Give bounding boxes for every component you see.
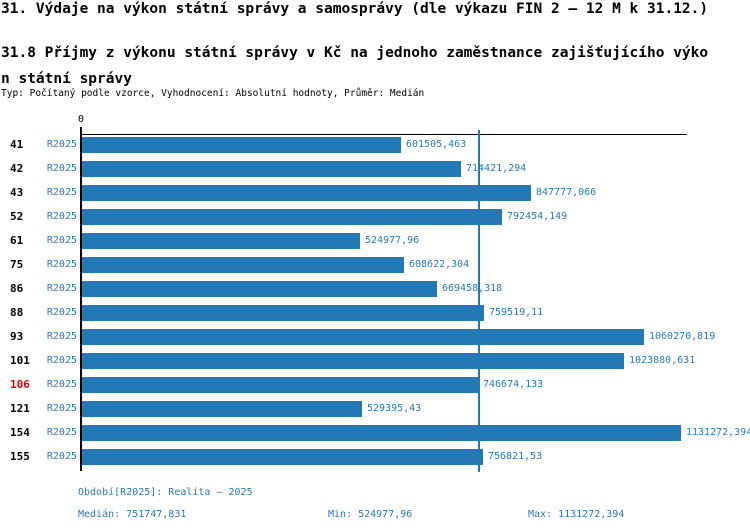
indicator-subtitle-line1: 31.8 Příjmy z výkonu státní správy v Kč … [1,45,709,61]
chart-row: 86 R2025 669458,318 [0,281,750,297]
value-label: 1023880,631 [629,355,696,366]
value-bar [82,329,644,345]
min-stat: Min: 524977,96 [328,509,413,520]
value-label: 529395,43 [367,403,422,414]
row-category-label: 154 [10,426,30,439]
row-series-label: R2025 [46,403,77,414]
value-bar [82,425,681,441]
row-category-label: 88 [10,306,24,319]
chart-row: 42 R2025 714421,294 [0,161,750,177]
value-bar [82,233,360,249]
row-category-label: 52 [10,210,24,223]
row-category-label: 101 [10,354,30,367]
value-label: 608622,304 [409,259,470,270]
median-stat: Medián: 751747,831 [78,509,187,520]
value-label: 847777,066 [536,187,597,198]
x-axis-zero-label: 0 [77,114,85,125]
median-line [478,130,480,472]
value-label: 746674,133 [483,379,544,390]
chart-row: 106 R2025 746674,133 [0,377,750,393]
chart-row: 52 R2025 792454,149 [0,209,750,225]
chart-row: 154 R2025 1131272,394 [0,425,750,441]
row-category-label: 93 [10,330,24,343]
row-series-label: R2025 [46,235,77,246]
chart-row: 121 R2025 529395,43 [0,401,750,417]
row-series-label: R2025 [46,259,77,270]
row-series-label: R2025 [46,451,77,462]
value-bar [82,185,531,201]
value-bar [82,449,483,465]
chart-row: 61 R2025 524977,96 [0,233,750,249]
chart-row: 93 R2025 1060270,819 [0,329,750,345]
row-series-label: R2025 [46,379,77,390]
chart-row: 41 R2025 601505,463 [0,137,750,153]
value-bar [82,161,461,177]
page-title: 31. Výdaje na výkon státní správy a samo… [1,1,709,17]
chart-row: 75 R2025 608622,304 [0,257,750,273]
chart-row: 155 R2025 756821,53 [0,449,750,465]
value-label: 524977,96 [365,235,420,246]
row-series-label: R2025 [46,427,77,438]
y-axis-line [80,127,82,471]
value-label: 601505,463 [406,139,467,150]
value-bar [82,281,437,297]
value-label: 1060270,819 [649,331,716,342]
value-label: 756821,53 [488,451,543,462]
row-category-label: 43 [10,186,24,199]
row-category-label: 75 [10,258,24,271]
row-series-label: R2025 [46,355,77,366]
row-series-label: R2025 [46,211,77,222]
row-category-label: 41 [10,138,24,151]
chart-row: 88 R2025 759519,11 [0,305,750,321]
value-bar [82,353,624,369]
row-series-label: R2025 [46,187,77,198]
row-category-label: 42 [10,162,24,175]
indicator-subtitle: 31.8 Příjmy z výkonu státní správy v Kč … [1,40,708,92]
value-bar [82,209,502,225]
row-series-label: R2025 [46,163,77,174]
row-category-label: 121 [10,402,30,415]
row-category-label: 86 [10,282,24,295]
row-category-label: 61 [10,234,24,247]
row-category-label: 155 [10,450,30,463]
indicator-meta: Typ: Počítaný podle vzorce, Vyhodnocení:… [1,88,425,99]
value-label: 792454,149 [507,211,568,222]
value-label: 1131272,394 [686,427,750,438]
value-label: 714421,294 [466,163,527,174]
row-series-label: R2025 [46,307,77,318]
row-series-label: R2025 [46,139,77,150]
value-bar [82,401,362,417]
indicator-subtitle-line2: n státní správy [1,71,132,87]
max-stat: Max: 1131272,394 [528,509,625,520]
period-label: Období[R2025]: Realita – 2025 [78,487,253,498]
value-bar [82,137,401,153]
row-series-label: R2025 [46,283,77,294]
row-category-label: 106 [10,378,30,391]
value-bar [82,257,404,273]
x-axis-line [80,134,687,135]
row-series-label: R2025 [46,331,77,342]
chart-row: 43 R2025 847777,066 [0,185,750,201]
value-label: 759519,11 [489,307,544,318]
value-bar [82,305,484,321]
chart-row: 101 R2025 1023880,631 [0,353,750,369]
value-label: 669458,318 [442,283,503,294]
value-bar [82,377,478,393]
